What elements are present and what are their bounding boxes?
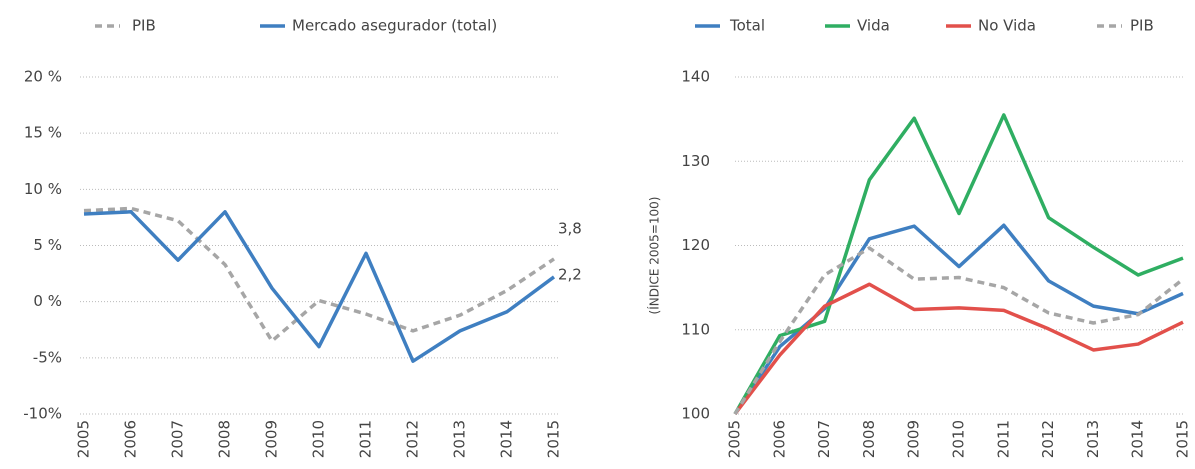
legend-label: Mercado asegurador (total) xyxy=(292,17,497,35)
x-tick-label: 2006 xyxy=(770,420,788,458)
y-tick-label: 110 xyxy=(681,320,710,338)
x-tick-label: 2013 xyxy=(1084,420,1102,458)
y-tick-label: -10% xyxy=(23,405,62,423)
x-tick-label: 2014 xyxy=(1129,420,1147,458)
data-label: 3,8 xyxy=(558,219,582,237)
y-tick-label: 120 xyxy=(681,236,710,254)
y-tick-label: 15 % xyxy=(24,124,62,142)
x-tick-label: 2014 xyxy=(498,420,516,458)
series-line xyxy=(733,282,1184,416)
legend-label: PIB xyxy=(1130,17,1154,35)
y-tick-label: 100 xyxy=(681,405,710,423)
x-tick-label: 2011 xyxy=(357,420,375,458)
x-tick-label: 2005 xyxy=(726,420,744,458)
x-tick-label: 2005 xyxy=(75,420,93,458)
x-tick-label: 2012 xyxy=(1039,420,1057,458)
x-tick-label: 2008 xyxy=(860,420,878,458)
x-tick-label: 2015 xyxy=(1174,420,1192,458)
y-tick-label: 20 % xyxy=(24,68,62,86)
x-tick-label: 2011 xyxy=(994,420,1012,458)
x-tick-label: 2009 xyxy=(263,420,281,458)
x-tick-label: 2008 xyxy=(216,420,234,458)
x-tick-label: 2007 xyxy=(815,420,833,458)
series-line xyxy=(733,113,1184,415)
legend-label: Vida xyxy=(857,17,890,35)
y-tick-label: 10 % xyxy=(24,180,62,198)
x-tick-label: 2006 xyxy=(122,420,140,458)
series-line xyxy=(733,246,1185,415)
x-tick-label: 2012 xyxy=(404,420,422,458)
x-tick-label: 2015 xyxy=(545,420,563,458)
x-tick-label: 2009 xyxy=(905,420,923,458)
y-axis-title: (ÍNDICE 2005=100) xyxy=(647,197,662,315)
legend-label: PIB xyxy=(132,17,156,35)
legend-label: Total xyxy=(729,17,765,35)
x-tick-label: 2010 xyxy=(950,420,968,458)
x-tick-label: 2007 xyxy=(169,420,187,458)
y-tick-label: 5 % xyxy=(33,236,62,254)
y-tick-label: 130 xyxy=(681,152,710,170)
data-label: 2,2 xyxy=(558,265,582,283)
legend-label: No Vida xyxy=(978,17,1036,35)
y-tick-label: -5% xyxy=(33,348,62,366)
x-tick-label: 2013 xyxy=(451,420,469,458)
y-tick-label: 0 % xyxy=(33,292,62,310)
series-line xyxy=(83,210,556,363)
x-tick-label: 2010 xyxy=(310,420,328,458)
y-tick-label: 140 xyxy=(681,68,710,86)
